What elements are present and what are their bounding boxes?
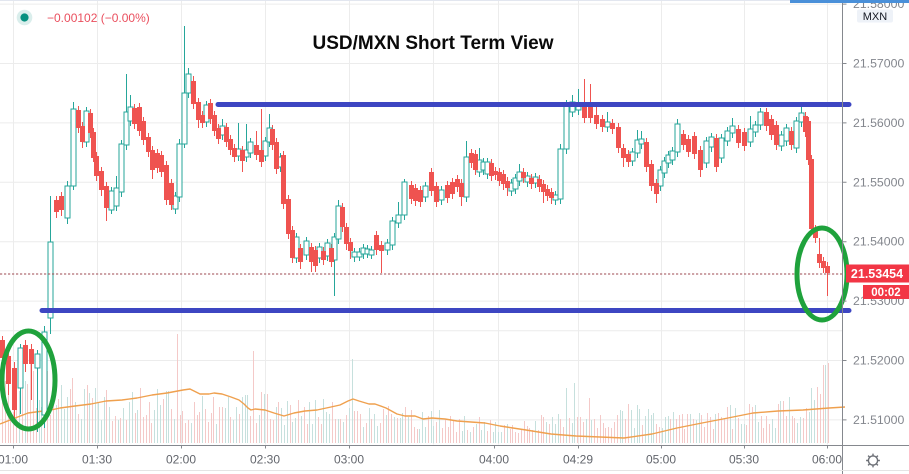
svg-text:21.58000: 21.58000 — [853, 0, 904, 11]
svg-text:MXN: MXN — [863, 11, 888, 23]
svg-text:21.53454: 21.53454 — [851, 267, 903, 281]
svg-text:04:00: 04:00 — [479, 453, 509, 467]
svg-text:01:00: 01:00 — [0, 453, 28, 467]
svg-text:21.57000: 21.57000 — [853, 57, 904, 71]
svg-text:05:30: 05:30 — [729, 453, 759, 467]
svg-text:21.51000: 21.51000 — [853, 413, 904, 427]
svg-text:05:00: 05:00 — [646, 453, 676, 467]
svg-text:01:30: 01:30 — [82, 453, 112, 467]
svg-text:21.54000: 21.54000 — [853, 235, 904, 249]
svg-text:00:02: 00:02 — [871, 287, 900, 299]
svg-text:21.52000: 21.52000 — [853, 354, 904, 368]
svg-text:03:00: 03:00 — [334, 453, 364, 467]
svg-text:USD/MXN Short Term View: USD/MXN Short Term View — [312, 33, 553, 54]
svg-text:21.56000: 21.56000 — [853, 116, 904, 130]
svg-text:04:29: 04:29 — [563, 453, 593, 467]
svg-text:02:30: 02:30 — [250, 453, 280, 467]
svg-text:02:00: 02:00 — [166, 453, 196, 467]
svg-text:21.55000: 21.55000 — [853, 175, 904, 189]
svg-text:06:00: 06:00 — [812, 453, 842, 467]
svg-text:−0.00102 (−0.00%): −0.00102 (−0.00%) — [47, 11, 150, 25]
